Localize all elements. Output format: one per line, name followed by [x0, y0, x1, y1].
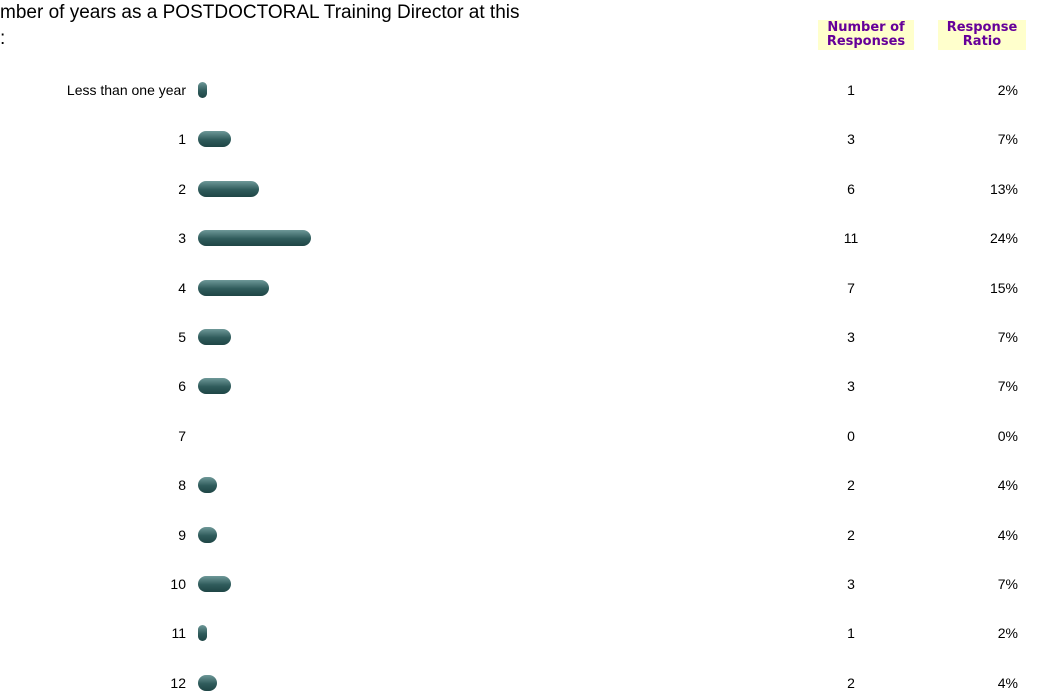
- result-row: 3 11 24%: [0, 228, 1044, 248]
- response-ratio: 2%: [997, 82, 1018, 98]
- response-ratio: 4%: [997, 674, 1018, 691]
- answer-label: 4: [178, 279, 186, 296]
- answer-label: 6: [178, 378, 186, 395]
- result-row: Less than one year 1 2%: [0, 80, 1044, 100]
- result-row: 4 7 15%: [0, 278, 1044, 298]
- bar: [198, 576, 231, 592]
- column-header-line: Number of: [827, 20, 905, 35]
- bar: [198, 131, 231, 148]
- response-ratio: 13%: [989, 180, 1018, 197]
- response-ratio: 7%: [997, 131, 1018, 148]
- response-count: 2: [847, 674, 855, 691]
- column-header: Number of Responses: [818, 20, 914, 50]
- response-ratio: 15%: [989, 279, 1018, 296]
- response-ratio: 4%: [997, 477, 1018, 494]
- response-count: 3: [847, 378, 855, 395]
- answer-label: 8: [178, 477, 186, 494]
- response-count: 2: [847, 477, 855, 494]
- result-row: 6 3 7%: [0, 376, 1044, 396]
- answer-label: 10: [170, 576, 186, 592]
- result-row: 7 0 0%: [0, 426, 1044, 446]
- bar: [198, 477, 217, 494]
- column-header-line: Response: [946, 20, 1018, 35]
- response-count: 3: [847, 576, 855, 592]
- response-ratio: 7%: [997, 576, 1018, 592]
- result-row: 2 6 13%: [0, 179, 1044, 199]
- question-title: mber of years as a POSTDOCTORAL Training…: [0, 2, 520, 23]
- response-count: 3: [847, 131, 855, 148]
- response-count: 2: [847, 526, 855, 543]
- response-count: 7: [847, 279, 855, 296]
- answer-label: 3: [178, 230, 186, 247]
- bar: [198, 82, 208, 98]
- result-row: 12 2 4%: [0, 673, 1044, 693]
- answer-label: Less than one year: [66, 82, 186, 98]
- response-ratio: 7%: [997, 329, 1018, 345]
- response-count: 6: [847, 180, 855, 197]
- result-row: 10 3 7%: [0, 574, 1044, 594]
- answer-label: 11: [171, 625, 186, 642]
- column-header-line: Ratio: [962, 34, 1002, 49]
- response-count: 1: [847, 82, 855, 98]
- bar: [198, 378, 231, 395]
- result-row: 8 2 4%: [0, 475, 1044, 495]
- answer-label: 2: [178, 180, 186, 197]
- response-ratio: 0%: [997, 427, 1018, 444]
- result-row: 9 2 4%: [0, 525, 1044, 545]
- bar: [198, 329, 231, 345]
- bar: [198, 230, 311, 247]
- result-row: 11 1 2%: [0, 623, 1044, 643]
- answer-label: 9: [178, 526, 186, 543]
- bar: [198, 526, 217, 543]
- response-ratio: 7%: [997, 378, 1018, 395]
- response-count: 1: [847, 625, 855, 642]
- column-header-line: Responses: [826, 34, 906, 49]
- result-row: 1 3 7%: [0, 129, 1044, 149]
- response-count: 0: [847, 427, 855, 444]
- question-title: :: [0, 28, 6, 49]
- column-header: Response Ratio: [938, 20, 1026, 50]
- bar: [198, 674, 217, 691]
- answer-label: 7: [178, 427, 186, 444]
- bar: [198, 279, 269, 296]
- answer-label: 12: [170, 674, 186, 691]
- bar: [198, 625, 208, 642]
- response-ratio: 24%: [989, 230, 1018, 247]
- answer-label: 5: [178, 329, 186, 345]
- response-ratio: 2%: [997, 625, 1018, 642]
- response-count: 3: [847, 329, 855, 345]
- response-ratio: 4%: [997, 526, 1018, 543]
- bar: [198, 180, 260, 197]
- answer-label: 1: [178, 131, 186, 148]
- response-count: 11: [843, 230, 859, 247]
- result-row: 5 3 7%: [0, 327, 1044, 347]
